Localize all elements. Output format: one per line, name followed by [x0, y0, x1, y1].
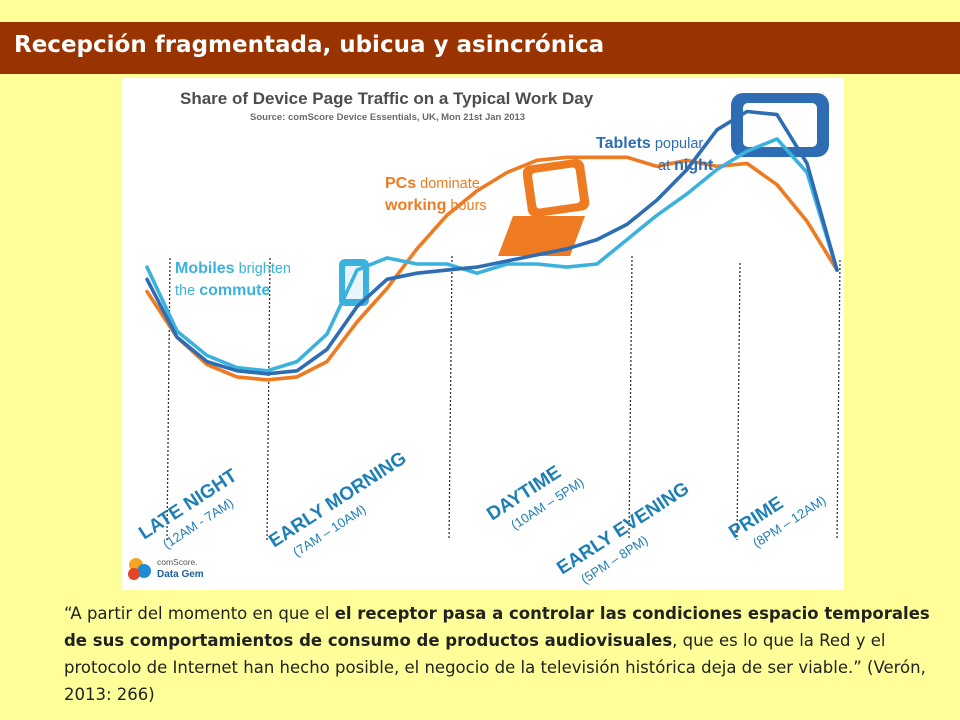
- quote-rest: , que es lo que la Red y el protocolo de…: [64, 631, 926, 704]
- daypart-label: PRIME(8PM – 12AM): [725, 492, 828, 550]
- quote-open: “A partir del momento en que el: [64, 604, 335, 623]
- logo-text: comScore.: [157, 557, 198, 567]
- quote-block: “A partir del momento en que el el recep…: [64, 600, 944, 708]
- comscore-logo: comScore. Data Gem: [128, 557, 204, 580]
- chart-panel: Share of Device Page Traffic on a Typica…: [122, 78, 844, 590]
- tablet-icon: [731, 93, 829, 157]
- annotation-layer: Tablets popular at night PCs dominate worki…: [175, 135, 714, 299]
- daypart-label: LATE NIGHT(12AM - 7AM): [135, 465, 241, 552]
- series-line-tablets: [145, 109, 839, 376]
- device-traffic-chart: Share of Device Page Traffic on a Typica…: [128, 89, 841, 587]
- daypart-divider: [166, 257, 171, 541]
- quote-paragraph: “A partir del momento en que el el recep…: [64, 600, 944, 708]
- daypart-divider: [836, 259, 841, 541]
- daypart-divider: [736, 262, 741, 541]
- annotation-line: Mobiles brighten: [175, 260, 291, 277]
- daypart-name: EARLY MORNING: [265, 448, 410, 552]
- logo-subtext: Data Gem: [157, 569, 204, 580]
- quote-emphasis: el receptor pasa a controlar las condici…: [64, 604, 930, 650]
- title-bar: Recepción fragmentada, ubicua y asincrón…: [0, 22, 960, 74]
- series-layer: [145, 109, 839, 382]
- annotation-line: working hours: [384, 197, 487, 214]
- chart-subtitle: Source: comScore Device Essentials, UK, …: [250, 112, 525, 123]
- daypart-divider: [628, 255, 633, 541]
- daypart-labels: LATE NIGHT(12AM - 7AM) EARLY MORNING(7AM …: [135, 448, 828, 587]
- slide-title: Recepción fragmentada, ubicua y asincrón…: [14, 32, 605, 58]
- annotation-line: Tablets popular: [596, 135, 703, 152]
- annotation-line: at night: [658, 157, 714, 174]
- daypart-label: EARLY MORNING(7AM – 10AM): [265, 448, 410, 560]
- daypart-dividers: [166, 255, 841, 541]
- series-line-mobiles: [145, 137, 839, 373]
- daypart-divider: [266, 257, 271, 541]
- daypart-divider: [448, 255, 453, 541]
- daypart-label: EARLY EVENING(5PM – 8PM): [553, 478, 693, 586]
- annotation-line: PCs dominate: [385, 175, 480, 192]
- daypart-label: DAYTIME(10AM – 5PM): [483, 462, 586, 533]
- chart-title: Share of Device Page Traffic on a Typica…: [180, 89, 594, 108]
- laptop-icon: [498, 158, 590, 256]
- annotation-line: the commute: [175, 282, 270, 299]
